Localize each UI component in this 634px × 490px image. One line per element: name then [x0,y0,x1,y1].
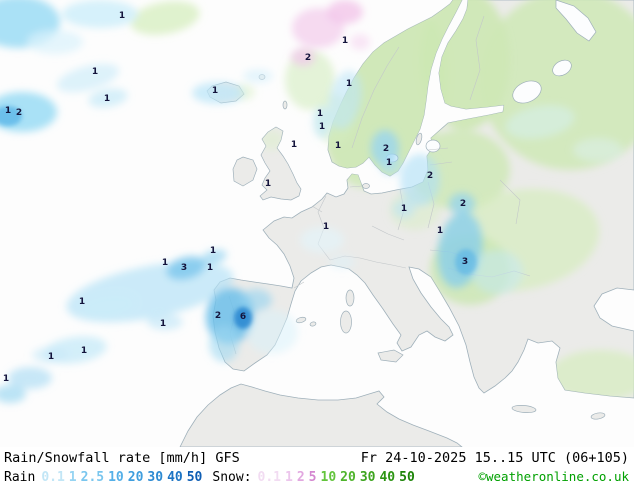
forecast-datetime: Fr 24-10-2025 15..15 UTC (06+105) [360,450,629,466]
scale-value: 50 [399,470,415,485]
footer-legend-row: Rain 0.1 1 2.5 10 20 30 40 50 Snow: 0.1 1 2 5 10 20 3… [0,466,634,485]
island-menorca [309,321,317,327]
scale-value: 50 [186,470,203,485]
scale-value: 5 [308,470,317,485]
white-sea [555,0,597,42]
island-shetland [282,100,288,110]
scale-value: 10 [320,470,337,485]
scale-value: 0.1 [41,470,65,485]
lake-ladoga [512,80,542,104]
europe-precipitation-map [0,0,634,447]
scale-value: 0.1 [257,470,282,485]
map-footer: Rain/Snowfall rate [mm/h] GFS Fr 24-10-2… [0,447,634,490]
scale-value: 40 [167,470,183,485]
scale-value: 2 [296,470,305,485]
scale-value: 10 [108,470,124,485]
rain-scale: 0.1 1 2.5 10 20 30 40 50 [41,470,202,485]
island-gotland [415,132,423,146]
map-title: Rain/Snowfall rate [mm/h] GFS [4,450,240,466]
scale-value: 20 [127,470,144,485]
island-sardinia [340,310,352,334]
footer-title-row: Rain/Snowfall rate [mm/h] GFS Fr 24-10-2… [0,447,634,466]
scale-value: 40 [379,470,396,485]
island-corsica [345,289,355,307]
rain-overlay [0,0,623,403]
copyright-watermark: ©weatheronline.co.uk [478,469,629,484]
scale-value: 1 [68,470,77,485]
island-sicily [377,349,404,363]
island-zealand [362,183,370,189]
island-crete [511,405,537,413]
snow-legend-label: Snow: [212,470,252,485]
snow-overlay [291,0,370,66]
rain-legend-label: Rain [4,470,36,485]
lake-onega [552,59,572,77]
scale-value: 1 [285,470,293,485]
scale-value: 2.5 [80,470,105,485]
snow-scale: 0.1 1 2 5 10 20 30 40 50 [258,470,415,485]
island-cyprus [590,412,606,420]
scale-value: 30 [147,470,164,485]
scale-value: 20 [340,470,356,485]
island-mallorca [295,316,307,324]
scale-value: 30 [359,470,376,485]
heavy-rain-cores [0,106,477,329]
